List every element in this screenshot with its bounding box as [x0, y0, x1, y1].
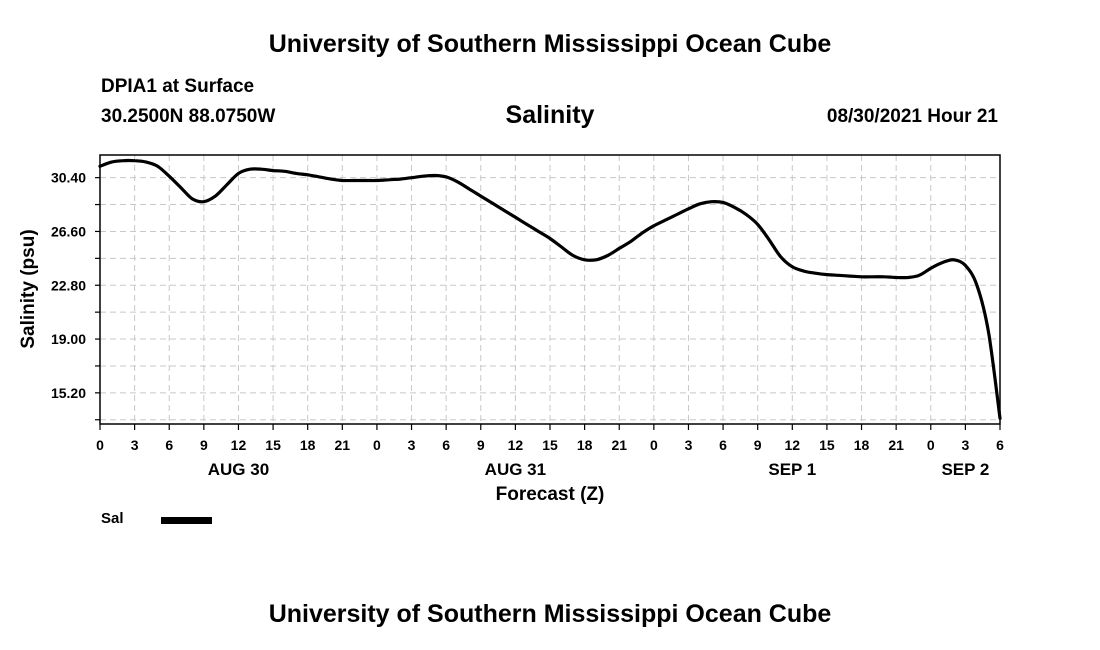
x-tick-label: 6 [165, 437, 173, 453]
x-tick-label: 21 [611, 437, 627, 453]
x-tick-label: 15 [542, 437, 558, 453]
x-tick-label: 3 [131, 437, 139, 453]
x-tick-label: 3 [685, 437, 693, 453]
y-tick-label: 15.20 [51, 385, 86, 401]
x-axis-ticks [99, 424, 1001, 430]
x-tick-label: 0 [650, 437, 658, 453]
salinity-series-line [98, 158, 1002, 420]
x-axis-label: Forecast (Z) [496, 484, 605, 505]
x-tick-label: 0 [373, 437, 381, 453]
x-tick-label: 6 [996, 437, 1004, 453]
x-day-label: AUG 30 [208, 460, 269, 479]
x-tick-label: 6 [442, 437, 450, 453]
legend-label: Sal [101, 510, 124, 527]
x-tick-label: 18 [854, 437, 870, 453]
x-tick-label: 15 [265, 437, 281, 453]
grid-lines [100, 155, 1000, 424]
y-tick-label: 30.40 [51, 170, 86, 186]
x-tick-label: 12 [231, 437, 247, 453]
x-tick-label: 3 [408, 437, 416, 453]
x-day-label: AUG 31 [485, 460, 546, 479]
x-tick-label: 12 [785, 437, 801, 453]
y-tick-label: 19.00 [51, 331, 86, 347]
y-tick-label: 26.60 [51, 223, 86, 239]
x-tick-label: 18 [577, 437, 593, 453]
x-tick-label: 3 [961, 437, 969, 453]
x-day-label: SEP 2 [941, 460, 989, 479]
x-tick-label: 9 [754, 437, 762, 453]
y-tick-label: 22.80 [51, 277, 86, 293]
x-tick-label: 6 [719, 437, 727, 453]
x-tick-label: 0 [96, 437, 104, 453]
chart-title-bottom: University of Southern Mississippi Ocean… [268, 600, 832, 628]
station-label: DPIA1 at Surface [101, 76, 255, 97]
x-tick-label: 15 [819, 437, 835, 453]
station-coordinates: 30.2500N 88.0750W [101, 106, 276, 127]
x-tick-label: 18 [300, 437, 316, 453]
legend-swatch [161, 517, 212, 524]
x-tick-label: 9 [477, 437, 485, 453]
x-tick-label: 9 [200, 437, 208, 453]
x-axis-tick-labels: 0 3 6 9 12 15 18 21 0 3 6 9 12 15 18 21 0 3 6 9 12 15 18 21 0 3 6 [96, 437, 1004, 453]
forecast-datetime: 08/30/2021 Hour 21 [826, 106, 998, 127]
y-axis-tick-labels: 15.20 19.00 22.80 26.60 30.40 [51, 170, 86, 401]
x-tick-label: 0 [927, 437, 935, 453]
y-axis-ticks [95, 177, 100, 421]
parameter-title: Salinity [505, 101, 595, 129]
plot-frame [99, 154, 1001, 425]
x-day-label: SEP 1 [768, 460, 816, 479]
chart-title-top: University of Southern Mississippi Ocean… [268, 30, 832, 58]
x-tick-label: 21 [888, 437, 904, 453]
y-axis-label: Salinity (psu) [18, 229, 39, 348]
x-axis-day-labels: AUG 30 AUG 31 SEP 1 SEP 2 [208, 460, 990, 479]
x-tick-label: 12 [508, 437, 524, 453]
x-tick-label: 21 [335, 437, 351, 453]
